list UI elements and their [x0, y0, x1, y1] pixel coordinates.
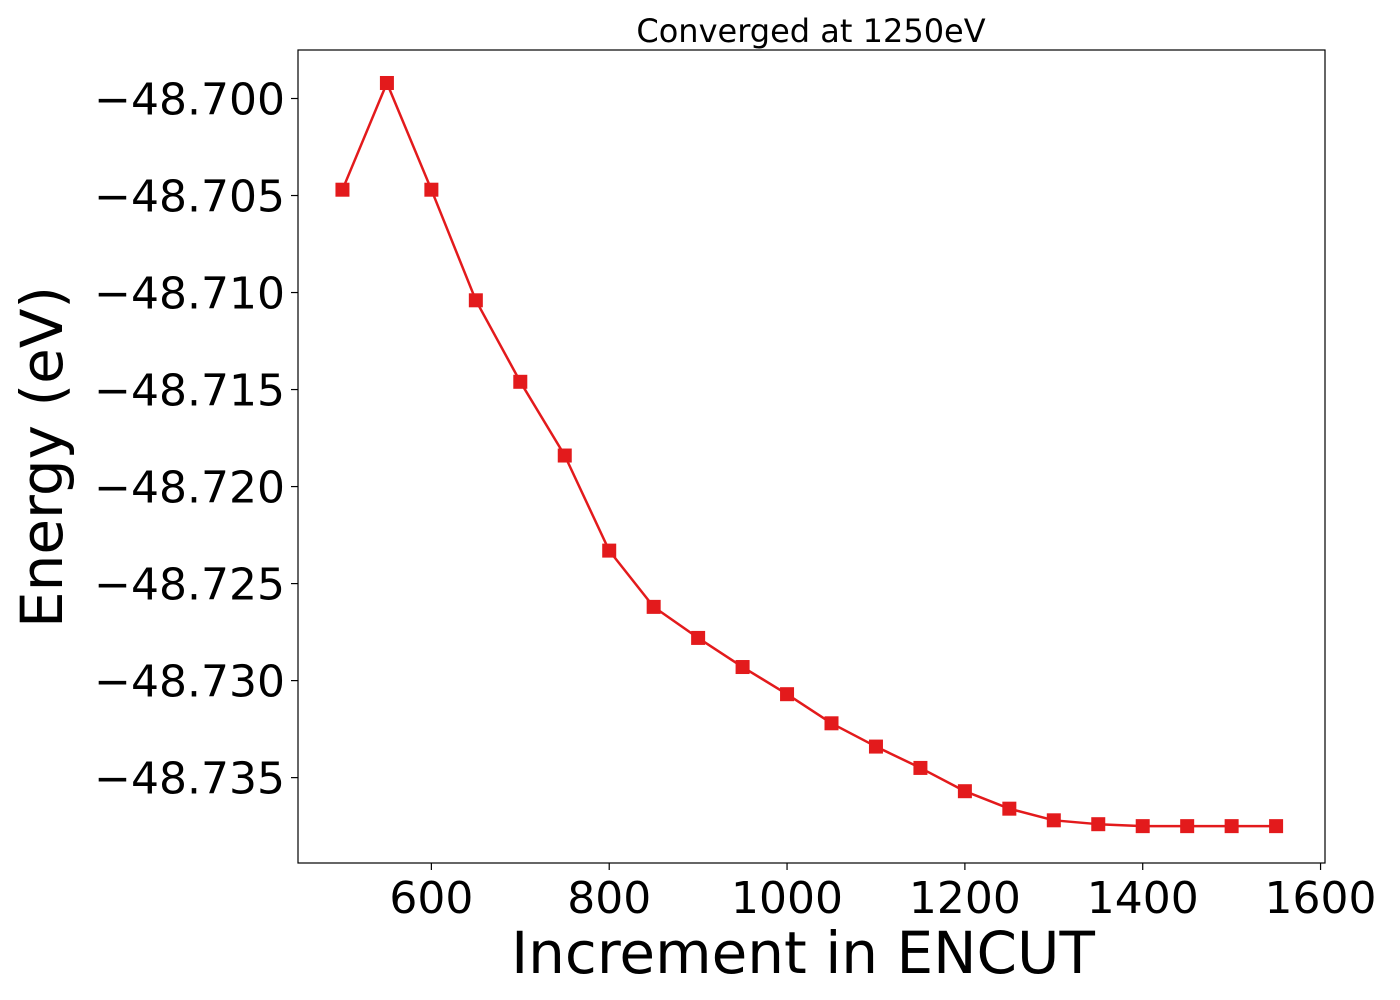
data-point-1300	[1046, 813, 1061, 828]
x-tick-label-1000: 1000	[731, 873, 843, 924]
y-tick-label-6: −48.730	[94, 657, 285, 708]
y-axis-label: Energy (eV)	[8, 286, 76, 628]
data-point-950	[735, 660, 750, 675]
y-tick-label-7: −48.735	[94, 754, 285, 805]
x-tick-label-1400: 1400	[1087, 873, 1199, 924]
x-axis-label: Increment in ENCUT	[511, 919, 1095, 987]
data-point-600	[424, 182, 439, 197]
data-point-900	[691, 630, 706, 645]
data-point-1550	[1269, 819, 1284, 834]
y-tick-label-2: −48.710	[94, 269, 285, 320]
data-point-1500	[1224, 819, 1239, 834]
data-point-1150	[913, 760, 928, 775]
data-point-550	[379, 75, 394, 90]
x-tick-label-1200: 1200	[909, 873, 1021, 924]
chart-title: Converged at 1250eV	[636, 12, 985, 50]
data-point-650	[468, 293, 483, 308]
data-point-1050	[824, 716, 839, 731]
data-point-500	[335, 182, 350, 197]
data-point-1250	[1002, 801, 1017, 816]
data-point-1400	[1135, 819, 1150, 834]
y-tick-label-1: −48.705	[94, 172, 285, 223]
y-tick-label-3: −48.715	[94, 366, 285, 417]
data-point-1350	[1091, 817, 1106, 832]
data-point-750	[557, 448, 572, 463]
x-tick-label-600: 600	[389, 873, 473, 924]
data-point-1100	[868, 739, 883, 754]
axes-frame	[297, 49, 1326, 864]
plot-area: 600 800 1000 1200 1400 1600 −48.700 −48.705 −48.…	[94, 49, 1377, 924]
y-tick-label-5: −48.725	[94, 560, 285, 611]
data-point-1450	[1180, 819, 1195, 834]
y-tick-label-0: −48.700	[94, 75, 285, 126]
series-line-0	[341, 81, 1277, 828]
data-point-800	[602, 543, 617, 558]
y-tick-label-4: −48.720	[94, 463, 285, 514]
x-tick-label-1600: 1600	[1265, 873, 1377, 924]
data-point-850	[646, 599, 661, 614]
data-point-1000	[780, 687, 795, 702]
x-tick-label-800: 800	[567, 873, 651, 924]
data-point-700	[513, 374, 528, 389]
data-point-1200	[957, 784, 972, 799]
